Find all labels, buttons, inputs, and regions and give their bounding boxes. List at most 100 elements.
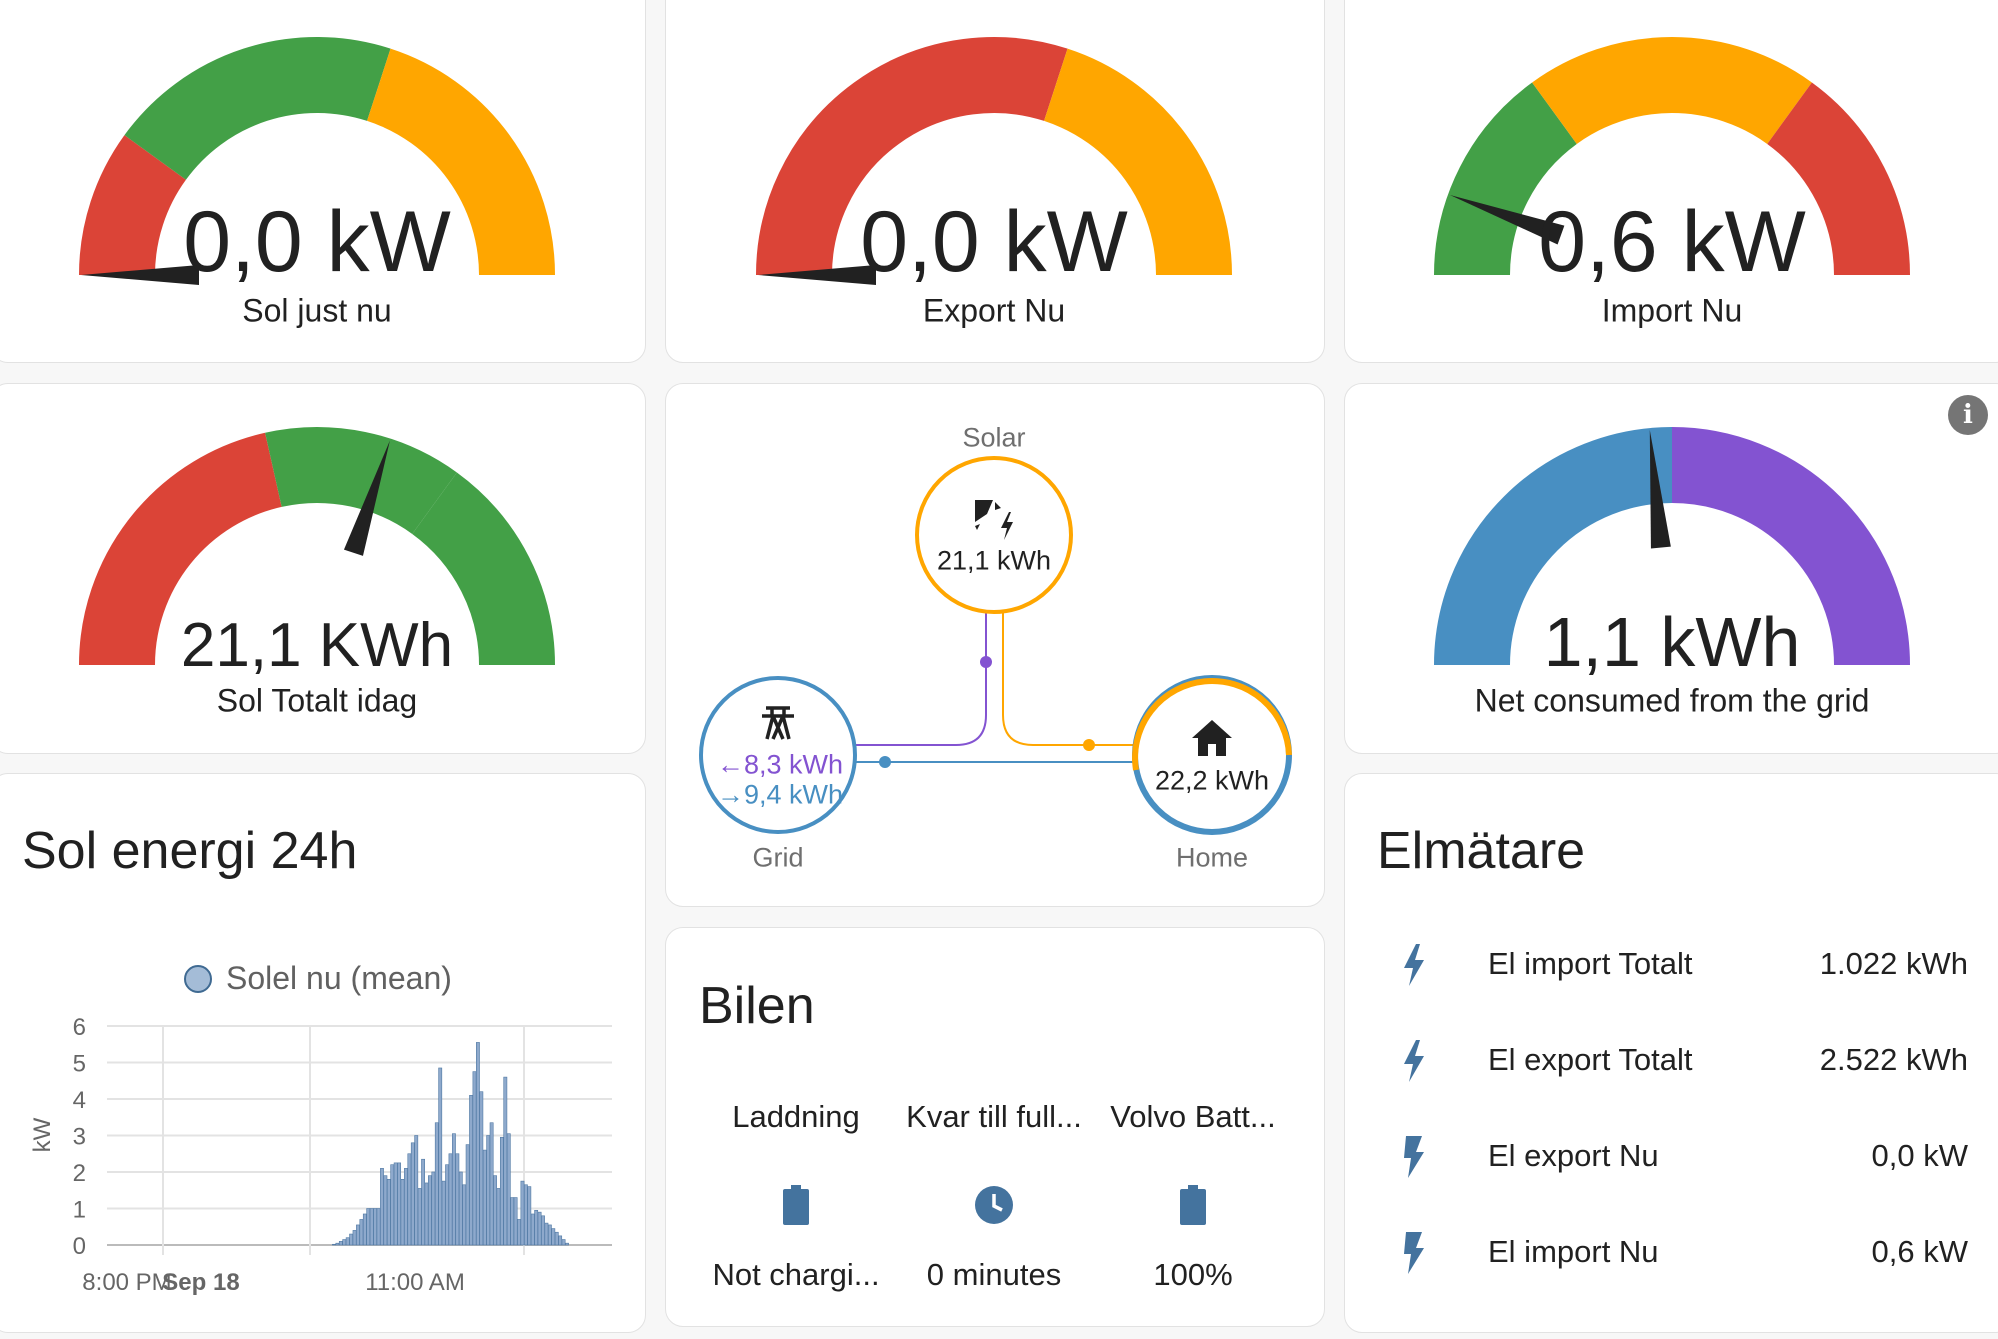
solar-power-icon (975, 500, 1013, 540)
gauge-needle (1449, 195, 1565, 245)
chart-bar (414, 1135, 419, 1246)
gauge-label: Sol Totalt idag (216, 682, 418, 719)
chart-bar (499, 1137, 504, 1246)
chart-bar (544, 1222, 549, 1246)
gauge-value: 0,0 kW (183, 194, 451, 290)
bilen-item-name: Volvo Batt... (1110, 1099, 1276, 1134)
chart-bar (390, 1164, 395, 1246)
home-label: Home (1175, 842, 1249, 873)
info-icon[interactable]: i (1948, 395, 1988, 435)
battery-icon[interactable] (1180, 1185, 1206, 1225)
chart-bar (359, 1219, 364, 1246)
chart-bar (534, 1210, 539, 1246)
chart-bar (380, 1168, 384, 1246)
gauge-value: 0,0 kW (860, 194, 1128, 290)
gauge-value: 21,1 KWh (180, 611, 454, 680)
bilen-card (665, 927, 1325, 1327)
flash-outline-icon (1402, 1232, 1426, 1276)
chart-bar (397, 1162, 402, 1246)
flow-dot (879, 756, 891, 768)
bilen-item-state[interactable]: 0 minutes (926, 1257, 1062, 1292)
gauge-label: Sol just nu (242, 292, 392, 329)
chart-legend-item[interactable]: Solel nu (mean) (184, 960, 452, 997)
chart-bar (431, 1171, 436, 1246)
flow-line-solar-grid (856, 613, 987, 746)
gauge-segment (1434, 82, 1578, 276)
chart-bar (476, 1042, 480, 1246)
chart-bar (428, 1175, 432, 1246)
gauge-segment (124, 37, 391, 181)
bilen-item-state[interactable]: 100% (1153, 1257, 1233, 1292)
gauge-segment (411, 472, 555, 666)
grid-to-value: →9,4 kWh (716, 779, 844, 810)
bilen-item-name: Kvar till full... (906, 1099, 1082, 1134)
y-axis-label: kW (29, 1117, 56, 1152)
chart-bar (393, 1162, 398, 1246)
chart-bar (404, 1168, 408, 1246)
y-tick-label: 6 (73, 1014, 86, 1041)
gauge-value: 1,1 kWh (1543, 603, 1801, 681)
chart-bar (434, 1122, 439, 1246)
grid-from-value: ←8,3 kWh (716, 749, 844, 780)
chart-bar (530, 1213, 535, 1246)
chart-bar (448, 1153, 453, 1246)
chart-bar (356, 1224, 360, 1246)
solar-label: Solar (962, 422, 1026, 453)
chart-bar (338, 1241, 343, 1246)
y-tick-label: 4 (73, 1087, 86, 1114)
x-tick-label: 11:00 AM (365, 1269, 465, 1296)
solar-circle (915, 456, 1073, 614)
chart-bar (458, 1171, 463, 1246)
chart-bar (438, 1067, 443, 1246)
solar-value: 21,1 kWh (936, 545, 1052, 576)
chart-bar (455, 1153, 460, 1246)
chart-bar (445, 1164, 449, 1246)
chart-bar (469, 1095, 473, 1246)
grid-circle (699, 676, 857, 834)
battery-icon[interactable] (783, 1185, 809, 1225)
chart-bar (510, 1197, 515, 1246)
elmatare-row-name: El import Totalt (1488, 946, 1693, 981)
chart-bar (335, 1242, 340, 1246)
chart-bar (479, 1091, 484, 1246)
chart-bar (465, 1144, 470, 1246)
y-tick-label: 1 (73, 1197, 86, 1224)
gauge-segment (756, 37, 1068, 276)
flash-icon (1402, 1040, 1426, 1084)
transmission-tower-icon (762, 706, 794, 740)
bilen-title: Bilen (699, 977, 815, 1035)
elmatare-row-value: 0,0 kW (1871, 1138, 1968, 1173)
gauge-needle (758, 265, 876, 285)
gauge-segment (79, 135, 187, 276)
elmatare-card (1344, 773, 1998, 1333)
chart-bar (517, 1219, 521, 1246)
chart-bar (489, 1122, 494, 1246)
chart-bar (537, 1211, 542, 1246)
chart-bar (520, 1180, 525, 1246)
chart-bar (400, 1179, 405, 1246)
chart-bar (407, 1153, 412, 1246)
elmatare-row-value: 2.522 kWh (1819, 1042, 1968, 1077)
chart-bar (527, 1186, 532, 1246)
chart-bar (421, 1158, 425, 1246)
elmatare-row-name: El export Totalt (1488, 1042, 1693, 1077)
chart-bar (332, 1243, 336, 1246)
gauge-segment (366, 48, 555, 276)
y-tick-label: 0 (73, 1233, 86, 1260)
chart-bar (386, 1179, 391, 1246)
gauge-segment (1671, 427, 1910, 666)
legend-label: Solel nu (mean) (226, 960, 452, 996)
chart-bar (558, 1235, 563, 1246)
chart-bar (362, 1213, 367, 1246)
chart-bar (565, 1242, 569, 1246)
clock-icon[interactable] (974, 1185, 1014, 1225)
chart-bar (523, 1184, 528, 1246)
chart-bar (342, 1239, 347, 1246)
bilen-item-state[interactable]: Not chargi... (712, 1257, 880, 1292)
chart-bar (513, 1197, 518, 1246)
home-value: 22,2 kWh (1154, 765, 1270, 796)
chart-bar (373, 1208, 378, 1246)
